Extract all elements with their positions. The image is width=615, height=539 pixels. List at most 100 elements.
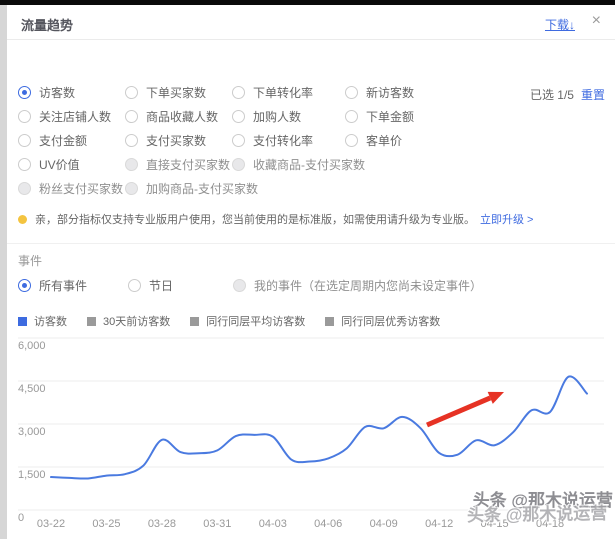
radio-icon: [18, 181, 31, 195]
metric-option-row: 粉丝支付买家数 加购商品-支付买家数: [18, 176, 414, 200]
metric-option-label: 支付买家数: [146, 133, 207, 148]
red-arrow-head-icon: [487, 391, 504, 404]
x-axis-tick-label: 04-03: [259, 518, 287, 530]
traffic-trend-panel: 流量趋势 下载↓ × 已选 1/5 重置 访客数 下单买家数 下单转化率 新访客数关注店…: [7, 5, 615, 539]
red-arrow-annotation: [426, 395, 492, 428]
metric-option[interactable]: 访客数: [18, 84, 125, 101]
metric-option[interactable]: 关注店铺人数: [18, 108, 125, 125]
metric-option[interactable]: 支付金额: [18, 132, 125, 149]
radio-icon[interactable]: [345, 109, 358, 123]
download-label: 下载: [544, 18, 569, 32]
radio-icon[interactable]: [125, 109, 138, 123]
traffic-trend-chart: 0 1,500 3,000 4,500 6,000 03-22 03-25 03-28 03-3…: [18, 337, 604, 530]
radio-icon[interactable]: [18, 157, 31, 171]
metric-option-label: 关注店铺人数: [39, 109, 112, 124]
legend-label: 访客数: [34, 316, 67, 328]
metric-option-label: UV价值: [39, 157, 80, 172]
reset-button[interactable]: 重置: [580, 88, 605, 102]
event-option-label: 我的事件（在选定周期内您尚未设定事件）: [254, 278, 483, 293]
legend-item[interactable]: 访客数: [18, 313, 67, 329]
metric-option: 收藏商品-支付买家数: [232, 156, 365, 173]
radio-icon[interactable]: [232, 109, 245, 123]
y-axis-tick-label: 6,000: [18, 340, 46, 352]
x-axis-tick-label: 03-25: [92, 518, 120, 530]
watermark-line: 头条 @那木说运营: [466, 503, 608, 526]
notice-text: 亲，部分指标仅支持专业版用户使用，您当前使用的是标准版，如需使用请升级为专业版。: [35, 214, 475, 226]
metric-option-label: 支付金额: [39, 133, 88, 148]
radio-icon[interactable]: [125, 133, 138, 147]
legend-label: 同行同层平均访客数: [206, 316, 306, 328]
metric-option-label: 下单金额: [366, 109, 415, 124]
radio-icon[interactable]: [232, 133, 245, 147]
metric-option-label: 客单价: [366, 133, 403, 148]
metric-option-label: 加购人数: [253, 109, 302, 124]
visitors-line-series: [50, 375, 588, 480]
legend-swatch-icon: [190, 316, 200, 326]
radio-icon[interactable]: [18, 133, 31, 147]
selection-info: 已选 1/5 重置: [530, 86, 605, 103]
radio-icon[interactable]: [125, 85, 138, 99]
metric-option: 直接支付买家数: [125, 156, 232, 173]
legend-label: 30天前访客数: [103, 316, 171, 328]
metric-option[interactable]: UV价值: [18, 156, 125, 173]
metric-option-label: 支付转化率: [253, 133, 314, 148]
event-option[interactable]: 所有事件: [18, 277, 128, 294]
legend-swatch-icon: [325, 316, 335, 326]
radio-icon[interactable]: [18, 109, 31, 123]
metric-option-label: 访客数: [39, 85, 76, 100]
x-axis-tick-label: 03-22: [37, 518, 65, 530]
x-axis-tick-label: 04-15: [481, 518, 509, 530]
metric-option-label: 加购商品-支付买家数: [146, 181, 258, 196]
metric-option[interactable]: 支付买家数: [125, 132, 232, 149]
metric-option[interactable]: 支付转化率: [232, 132, 345, 149]
radio-icon: [125, 181, 138, 195]
metric-option[interactable]: 下单金额: [345, 108, 414, 125]
x-axis-tick-label: 04-18: [536, 518, 564, 530]
metric-option[interactable]: 加购人数: [232, 108, 345, 125]
legend-item[interactable]: 30天前访客数: [87, 313, 170, 329]
metric-option[interactable]: 下单转化率: [232, 84, 345, 101]
metric-option-label: 下单买家数: [146, 85, 207, 100]
metric-option-label: 直接支付买家数: [146, 157, 231, 172]
metric-option[interactable]: 新访客数: [345, 84, 414, 101]
x-axis-tick-label: 03-28: [148, 518, 176, 530]
event-option[interactable]: 节日: [128, 277, 233, 294]
radio-icon[interactable]: [345, 133, 358, 147]
metric-option: 加购商品-支付买家数: [125, 180, 258, 197]
section-divider: [7, 243, 615, 244]
metric-option-row: UV价值 直接支付买家数 收藏商品-支付买家数: [18, 152, 414, 176]
event-options: 所有事件 节日 我的事件（在选定周期内您尚未设定事件）: [18, 273, 482, 297]
radio-icon[interactable]: [232, 85, 245, 99]
upgrade-link[interactable]: 立即升级 >: [480, 214, 534, 226]
top-black-bar: [0, 0, 615, 5]
radio-icon[interactable]: [18, 278, 31, 292]
metric-option-label: 下单转化率: [253, 85, 314, 100]
metric-option-label: 收藏商品-支付买家数: [253, 157, 365, 172]
event-option: 我的事件（在选定周期内您尚未设定事件）: [233, 277, 482, 294]
events-section-label: 事件: [18, 254, 43, 268]
metric-option[interactable]: 下单买家数: [125, 84, 232, 101]
metric-option[interactable]: 客单价: [345, 132, 402, 149]
panel-header: 流量趋势 下载↓ ×: [7, 5, 615, 40]
metric-option-row: 支付金额 支付买家数 支付转化率 客单价: [18, 128, 414, 152]
metric-option[interactable]: 商品收藏人数: [125, 108, 232, 125]
legend-item[interactable]: 同行同层优秀访客数: [325, 313, 440, 329]
legend-swatch-icon: [18, 316, 27, 326]
download-button[interactable]: 下载↓: [545, 16, 575, 33]
radio-icon: [232, 157, 245, 171]
legend-item[interactable]: 同行同层平均访客数: [190, 313, 305, 329]
x-axis-tick-label: 03-31: [203, 518, 231, 530]
y-axis-tick-label: 4,500: [18, 383, 46, 395]
chart-legend: 访客数 30天前访客数 同行同层平均访客数 同行同层优秀访客数: [18, 313, 440, 329]
close-icon[interactable]: ×: [591, 12, 601, 29]
metric-option-label: 粉丝支付买家数: [39, 181, 124, 196]
page-title: 流量趋势: [21, 18, 74, 33]
radio-icon[interactable]: [128, 278, 141, 292]
event-option-label: 节日: [149, 278, 174, 293]
radio-icon[interactable]: [345, 85, 358, 99]
radio-icon[interactable]: [18, 85, 31, 99]
y-axis-tick-label: 1,500: [18, 469, 46, 481]
metric-option: 粉丝支付买家数: [18, 180, 125, 197]
upgrade-notice: 亲，部分指标仅支持专业版用户使用，您当前使用的是标准版，如需使用请升级为专业版。…: [18, 211, 533, 227]
download-icon: ↓: [569, 18, 575, 32]
